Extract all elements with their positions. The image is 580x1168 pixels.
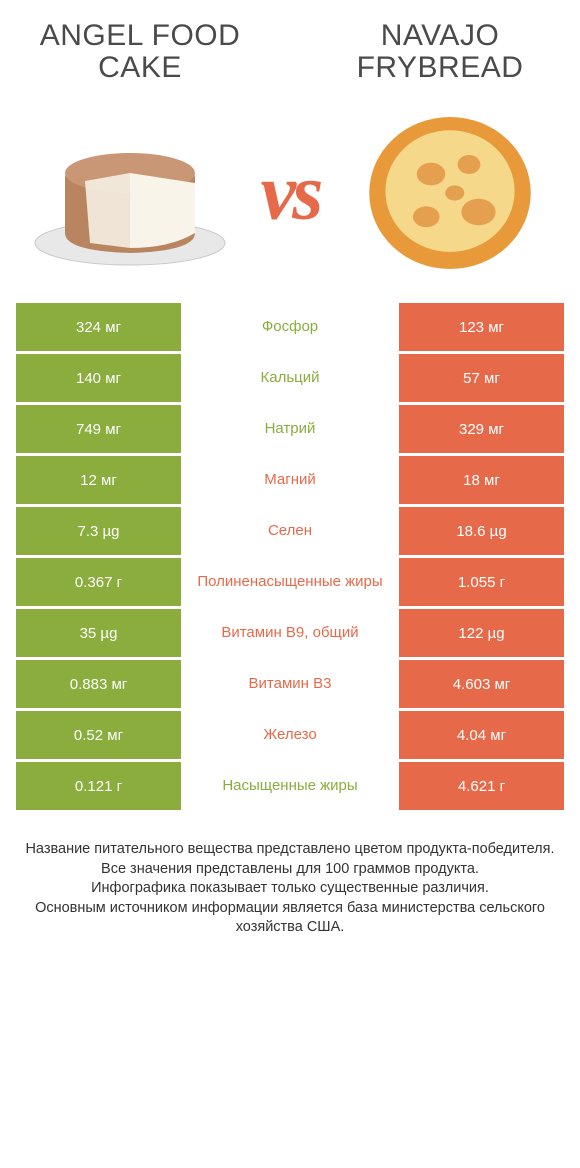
footer-line: Название питательного вещества представл… xyxy=(20,840,560,860)
nutrient-label: Витамин B3 xyxy=(181,660,399,708)
table-row: 749 мгНатрий329 мг xyxy=(16,405,564,453)
right-value: 4.04 мг xyxy=(399,711,564,759)
left-value: 0.883 мг xyxy=(16,660,181,708)
left-value: 324 мг xyxy=(16,303,181,351)
right-product-title: NAVAJO FRYBREAD xyxy=(330,20,550,83)
right-value: 57 мг xyxy=(399,354,564,402)
left-value: 749 мг xyxy=(16,405,181,453)
left-value: 7.3 µg xyxy=(16,507,181,555)
nutrient-label: Натрий xyxy=(181,405,399,453)
right-value: 1.055 г xyxy=(399,558,564,606)
footer-line: Основным источником информации является … xyxy=(20,899,560,938)
table-row: 0.367 гПолиненасыщенные жиры1.055 г xyxy=(16,558,564,606)
nutrient-label: Полиненасыщенные жиры xyxy=(181,558,399,606)
table-row: 324 мгФосфор123 мг xyxy=(16,303,564,351)
table-row: 12 мгМагний18 мг xyxy=(16,456,564,504)
nutrient-label: Селен xyxy=(181,507,399,555)
right-value: 329 мг xyxy=(399,405,564,453)
nutrient-label: Кальций xyxy=(181,354,399,402)
right-value: 4.603 мг xyxy=(399,660,564,708)
angel-food-cake-image xyxy=(30,103,230,283)
hero-row: vs xyxy=(0,93,580,293)
right-value: 18.6 µg xyxy=(399,507,564,555)
navajo-frybread-image xyxy=(350,103,550,283)
table-row: 35 µgВитамин B9, общий122 µg xyxy=(16,609,564,657)
right-value: 4.621 г xyxy=(399,762,564,810)
left-product-title: ANGEL FOOD CAKE xyxy=(30,20,250,83)
nutrient-label: Насыщенные жиры xyxy=(181,762,399,810)
left-value: 12 мг xyxy=(16,456,181,504)
vs-label: vs xyxy=(261,148,320,239)
left-value: 0.121 г xyxy=(16,762,181,810)
comparison-table: 324 мгФосфор123 мг140 мгКальций57 мг749 … xyxy=(16,303,564,810)
left-value: 0.367 г xyxy=(16,558,181,606)
table-row: 0.52 мгЖелезо4.04 мг xyxy=(16,711,564,759)
footer-line: Все значения представлены для 100 граммо… xyxy=(20,860,560,880)
nutrient-label: Фосфор xyxy=(181,303,399,351)
right-value: 123 мг xyxy=(399,303,564,351)
nutrient-label: Витамин B9, общий xyxy=(181,609,399,657)
header: ANGEL FOOD CAKE NAVAJO FRYBREAD xyxy=(0,0,580,93)
left-value: 140 мг xyxy=(16,354,181,402)
table-row: 140 мгКальций57 мг xyxy=(16,354,564,402)
right-value: 122 µg xyxy=(399,609,564,657)
left-value: 0.52 мг xyxy=(16,711,181,759)
footer-notes: Название питательного вещества представл… xyxy=(0,840,580,938)
table-row: 0.121 гНасыщенные жиры4.621 г xyxy=(16,762,564,810)
table-row: 0.883 мгВитамин B34.603 мг xyxy=(16,660,564,708)
right-value: 18 мг xyxy=(399,456,564,504)
left-value: 35 µg xyxy=(16,609,181,657)
nutrient-label: Магний xyxy=(181,456,399,504)
nutrient-label: Железо xyxy=(181,711,399,759)
table-row: 7.3 µgСелен18.6 µg xyxy=(16,507,564,555)
footer-line: Инфографика показывает только существенн… xyxy=(20,879,560,899)
